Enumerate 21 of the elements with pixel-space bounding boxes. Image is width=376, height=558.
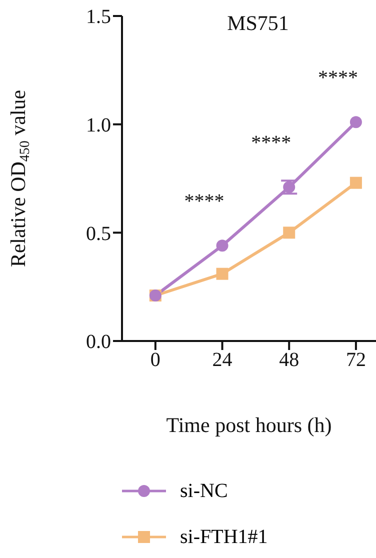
annotation: **** xyxy=(251,132,292,154)
annotation: **** xyxy=(318,67,358,90)
y-tick-label: 1.0 xyxy=(86,114,111,136)
x-tick-label: 24 xyxy=(212,349,232,372)
x-tick-label: 0 xyxy=(150,349,160,372)
annotation: **** xyxy=(184,190,224,213)
chart-title: MS751 xyxy=(227,11,289,35)
x-tick-label: 72 xyxy=(346,349,366,372)
y-tick-label: 1.5 xyxy=(86,6,111,28)
point xyxy=(350,116,362,128)
point xyxy=(216,268,228,280)
point xyxy=(283,181,296,194)
y-tick-label: 0.5 xyxy=(86,222,111,245)
x-tick-label: 48 xyxy=(279,349,300,372)
point xyxy=(216,240,228,252)
point xyxy=(350,176,362,189)
legend-label: si-NC xyxy=(180,480,228,502)
point xyxy=(283,226,296,239)
legend-label: si-FTH1#1 xyxy=(180,526,268,548)
y-tick-label: 0.0 xyxy=(86,331,111,354)
x-axis-title: Time post hours (h) xyxy=(166,413,332,437)
